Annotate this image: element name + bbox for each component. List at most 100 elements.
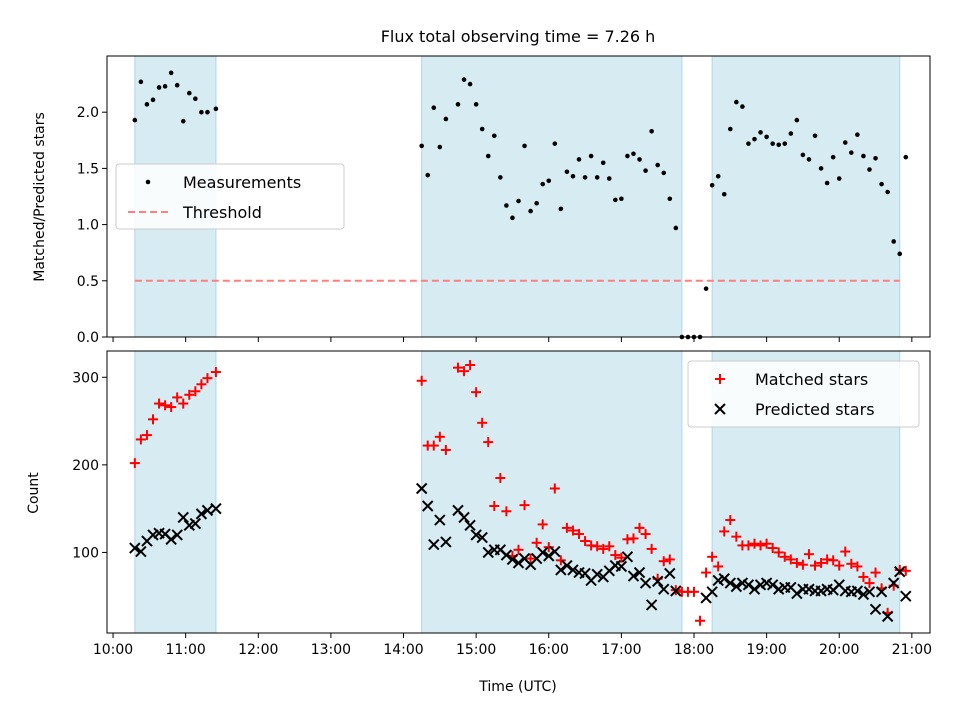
data-point: [473, 102, 479, 107]
data-point: [440, 444, 451, 455]
data-point: [154, 398, 165, 409]
data-point: [861, 153, 866, 159]
data-point: [627, 570, 640, 582]
data-point: [452, 362, 463, 373]
data-point: [415, 482, 428, 495]
data-point: [894, 565, 906, 578]
data-point: [443, 116, 449, 122]
data-point: [598, 543, 609, 554]
data-point: [561, 559, 573, 572]
data-point: [870, 567, 881, 578]
data-point: [867, 167, 872, 172]
data-point: [189, 517, 202, 530]
data-point: [806, 157, 812, 162]
data-point: [171, 529, 183, 541]
data-point: [748, 583, 761, 595]
bottom-y-axis-label: Count: [26, 472, 42, 514]
data-point: [440, 536, 452, 548]
data-point: [476, 531, 488, 544]
data-point: [851, 585, 864, 597]
data-point: [621, 551, 634, 563]
data-point: [713, 561, 724, 572]
top-panel: 0.0 0.5 1.0 1.5 2.0 Measurements Threshold: [77, 55, 931, 346]
data-point: [788, 131, 794, 136]
x-tick-label: 20:00: [819, 642, 859, 658]
data-point: [658, 583, 670, 595]
bottom-panel: 100 200 300 10:00 11:00 12:00 13:00 14:00 15:00 1…: [72, 350, 932, 658]
data-point: [465, 360, 476, 371]
data-point: [536, 546, 549, 559]
data-point: [791, 587, 803, 600]
data-point: [483, 437, 494, 448]
data-point: [482, 546, 494, 559]
data-point: [664, 567, 676, 580]
y-tick-label: 200: [72, 458, 99, 474]
x-tick-label: 15:00: [456, 642, 496, 658]
data-point: [516, 198, 521, 204]
data-point: [419, 143, 424, 149]
data-point: [195, 508, 208, 520]
data-point: [512, 557, 525, 569]
data-point: [147, 414, 158, 425]
data-point: [458, 511, 470, 524]
data-point: [779, 551, 790, 562]
data-point: [688, 586, 699, 597]
series-matched-stars: [129, 360, 911, 626]
data-point: [673, 225, 679, 231]
data-point: [135, 545, 147, 558]
data-point: [891, 239, 896, 244]
x-tick-label: 16:00: [529, 642, 569, 658]
data-point: [543, 550, 555, 562]
shaded-interval: [711, 55, 901, 338]
legend-marker: [715, 374, 725, 384]
data-point: [166, 402, 177, 413]
data-point: [210, 367, 221, 378]
data-point: [489, 501, 500, 512]
data-point: [495, 472, 506, 483]
data-point: [144, 102, 150, 107]
data-point: [846, 558, 857, 569]
data-point: [834, 560, 845, 571]
data-point: [881, 610, 894, 623]
data-point: [879, 181, 884, 187]
plot-frame: [106, 55, 931, 338]
data-point: [873, 155, 878, 161]
data-point: [728, 126, 733, 132]
data-point: [485, 153, 491, 159]
data-point: [491, 133, 497, 139]
data-point: [864, 578, 875, 589]
data-point: [196, 379, 207, 390]
data-point: [168, 70, 174, 76]
data-point: [455, 102, 461, 107]
data-point: [570, 173, 576, 179]
x-tick-label: 14:00: [383, 642, 423, 658]
data-point: [900, 590, 912, 602]
data-point: [552, 141, 558, 146]
data-point: [459, 366, 470, 377]
data-point: [187, 90, 192, 96]
data-point: [852, 561, 863, 572]
data-point: [800, 152, 806, 158]
data-point: [725, 515, 736, 526]
data-point: [758, 130, 763, 135]
data-point: [567, 525, 578, 536]
data-point: [858, 571, 869, 582]
data-point: [855, 132, 860, 137]
data-point: [428, 440, 439, 451]
legend: Matched stars Predicted stars: [687, 360, 920, 428]
data-point: [897, 251, 903, 257]
x-tick-label: 10:00: [93, 642, 133, 658]
data-point: [649, 129, 654, 134]
data-point: [645, 599, 658, 611]
x-tick-label: 21:00: [892, 642, 932, 658]
y-tick-label: 100: [72, 545, 99, 561]
data-point: [425, 172, 431, 178]
data-point: [667, 196, 673, 202]
data-point: [604, 541, 615, 552]
data-point: [766, 579, 779, 591]
data-point: [519, 500, 530, 511]
data-point: [670, 585, 682, 597]
data-point: [160, 400, 171, 411]
data-point: [525, 553, 536, 564]
